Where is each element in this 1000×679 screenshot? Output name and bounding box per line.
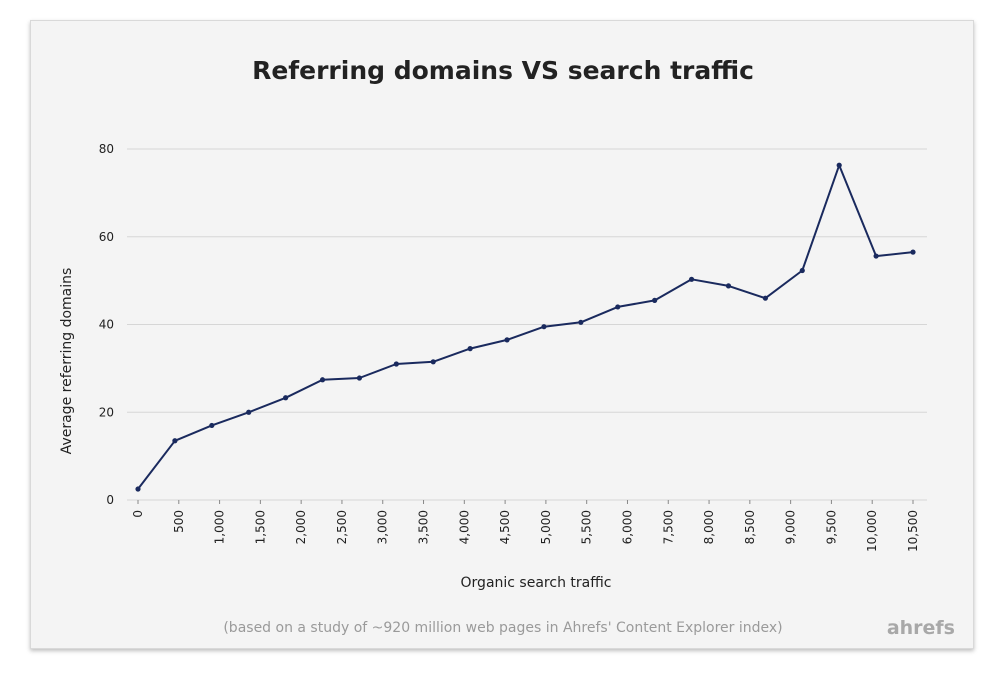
data-point: [725, 283, 732, 289]
brand-logo: ahrefs: [887, 617, 955, 639]
footnote: (based on a study of ~920 million web pa…: [223, 620, 782, 636]
series-line: [135, 162, 916, 492]
x-tick-label: 4,000: [457, 510, 471, 544]
data-point: [541, 324, 547, 330]
x-tick-label: 1,500: [253, 510, 267, 544]
x-tick-label: 10,500: [906, 510, 920, 552]
data-point: [356, 375, 363, 381]
x-tick-label: 9,500: [824, 510, 838, 544]
chart-title: Referring domains VS search traffic: [252, 56, 754, 85]
data-point: [910, 249, 916, 255]
data-point: [467, 346, 473, 352]
data-point: [873, 253, 879, 259]
y-tick-label: 20: [99, 405, 114, 419]
data-point: [615, 304, 621, 310]
data-point: [209, 422, 215, 429]
x-tick-label: 8,500: [743, 510, 757, 544]
grid-lines: [127, 148, 927, 501]
line-chart: Referring domains VS search traffic 0 20 4…: [59, 56, 955, 639]
x-tick-label: 4,500: [498, 510, 512, 544]
x-axis-title: Organic search traffic: [461, 575, 612, 591]
data-point: [135, 486, 141, 492]
y-tick-label: 60: [99, 230, 114, 244]
x-tick-label: 2,500: [335, 510, 349, 544]
x-tick-label: 3,000: [376, 510, 390, 544]
data-point: [762, 295, 768, 301]
x-tick-label: 6,000: [620, 510, 634, 544]
x-tick-label: 500: [172, 510, 186, 533]
y-tick-label: 80: [99, 142, 114, 156]
data-point: [246, 409, 252, 415]
data-point: [430, 359, 436, 365]
data-point: [688, 276, 695, 282]
data-point: [578, 319, 584, 325]
data-point: [172, 438, 178, 444]
y-tick-label: 40: [99, 318, 114, 332]
data-point: [283, 395, 289, 401]
chart-card: Referring domains VS search traffic 0 20 4…: [30, 20, 974, 649]
data-point: [393, 361, 399, 367]
data-point: [652, 297, 658, 303]
data-point: [799, 267, 805, 274]
x-tick-label: 0: [131, 510, 145, 518]
x-tick-label: 9,000: [784, 510, 798, 544]
series-line-0: [137, 164, 914, 490]
x-tick-label: 3,500: [417, 510, 431, 544]
x-axis-ticks: 0 500 1,000 1,500 2,000 2,500 3,000 3,500 4,000 4…: [131, 500, 920, 552]
y-axis-ticks: 0 20 40 60 80: [99, 142, 114, 507]
x-tick-label: 1,000: [213, 510, 227, 544]
y-tick-label: 0: [106, 493, 114, 507]
data-point: [504, 337, 510, 343]
x-tick-label: 5,500: [580, 510, 594, 544]
data-point: [836, 162, 842, 168]
data-point: [319, 377, 326, 383]
x-tick-label: 10,000: [865, 510, 879, 552]
x-tick-label: 2,000: [294, 510, 308, 544]
y-axis-title: Average referring domains: [59, 268, 75, 455]
x-tick-label: 5,000: [539, 510, 553, 544]
x-tick-label: 8,000: [702, 510, 716, 544]
x-tick-label: 7,500: [661, 510, 675, 544]
